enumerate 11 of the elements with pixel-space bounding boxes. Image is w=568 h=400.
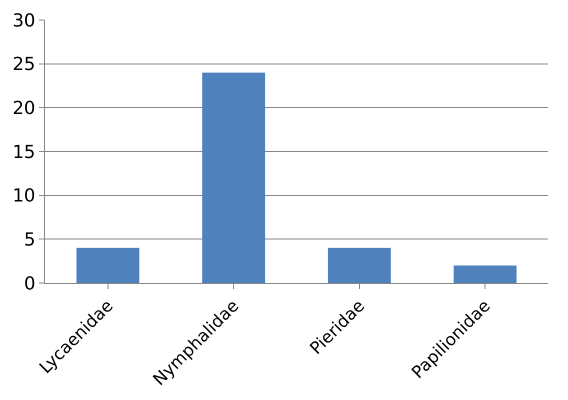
y-tick-label: 0 — [24, 273, 36, 294]
y-tick-label: 20 — [12, 98, 36, 119]
y-tick-label: 30 — [12, 10, 36, 32]
bar — [76, 248, 140, 283]
y-tick-label: 10 — [12, 186, 36, 207]
y-tick-label: 5 — [24, 229, 36, 250]
bar — [328, 248, 391, 283]
y-tick-label: 15 — [12, 142, 36, 163]
bar — [202, 72, 266, 283]
bar — [454, 265, 517, 283]
y-tick-label: 25 — [12, 54, 36, 76]
